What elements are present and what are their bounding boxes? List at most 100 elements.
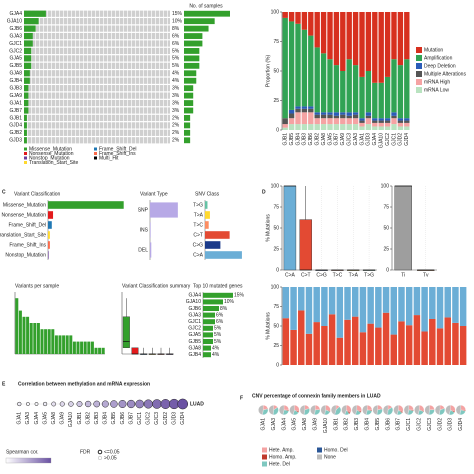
bar-segment: [346, 124, 352, 130]
bar: [203, 305, 219, 312]
legend-label: None: [324, 454, 336, 460]
bar-segment: [397, 122, 404, 127]
panel-label: D: [262, 189, 266, 195]
bar-segment: [404, 126, 410, 130]
bar-segment: [295, 124, 301, 130]
x-tick-label: GJB1: [283, 133, 289, 146]
alteration-cells: [24, 122, 27, 129]
bar-segment: [327, 112, 333, 115]
y-tick-label: 75: [273, 204, 279, 210]
pie-slice: [362, 405, 368, 415]
bar-segment: [344, 287, 351, 320]
gene-label: GJB4: [9, 78, 22, 84]
x-tick-label: GJB4: [103, 412, 109, 425]
bar-segment: [429, 318, 436, 365]
bar: [94, 347, 98, 354]
y-tick-label: 75: [273, 39, 279, 45]
bar-segment: [391, 118, 397, 125]
bar-segment: [327, 12, 333, 60]
bar-segment: [459, 326, 467, 365]
box: [394, 185, 413, 271]
alteration-cells: [24, 25, 36, 32]
bar-segment: [359, 332, 367, 365]
bar-segment: [352, 112, 359, 115]
bar-segment: [308, 108, 314, 113]
bar-segment: [390, 287, 398, 335]
alteration-cells: [24, 18, 39, 25]
x-tick-label: GJD3: [448, 418, 454, 431]
bar-segment: [384, 120, 391, 123]
bar-segment: [429, 287, 436, 319]
category-label: Frame_Shift_Ins: [9, 242, 46, 248]
y-tick-label: 0: [276, 362, 279, 368]
frequency-bar: [184, 62, 200, 69]
percent-label: 2%: [172, 138, 180, 144]
bar-segment: [328, 287, 336, 315]
x-tick-label: GJA9: [60, 412, 66, 425]
correlation-dot: [110, 400, 118, 408]
legend-label: <=0.05: [104, 449, 120, 455]
bar-segment: [378, 120, 384, 123]
legend-label: Nonstop_Mutation: [29, 155, 70, 161]
gene-label: GJB1: [9, 115, 22, 121]
legend-swatch: [262, 461, 267, 467]
gene-label: GJD3: [9, 138, 22, 144]
bar-segment: [404, 118, 410, 121]
bar: [48, 221, 52, 229]
bar-segment: [320, 118, 327, 125]
y-tick-label: 75: [273, 304, 279, 310]
pie-slice: [283, 405, 289, 411]
bar-segment: [372, 12, 378, 83]
y-tick-label: 50: [273, 323, 279, 329]
bar: [76, 341, 80, 354]
bar-segment: [308, 12, 314, 36]
category-label: Frame_Shift_Del: [8, 222, 46, 228]
bar: [205, 251, 242, 259]
bar-segment: [340, 118, 346, 125]
bar-segment: [290, 329, 297, 365]
bar-segment: [282, 118, 288, 125]
frequency-bar: [184, 92, 194, 99]
bar-segment: [327, 124, 333, 130]
x-tick-label: GJC3: [347, 133, 353, 146]
value-label: 6%: [216, 312, 224, 318]
bar-segment: [340, 12, 346, 71]
bar: [205, 201, 208, 209]
bar-segment: [367, 323, 374, 365]
bar-segment: [365, 115, 372, 119]
bar: [150, 242, 152, 258]
correlation-dot: [84, 400, 92, 408]
bar-segment: [375, 327, 382, 365]
bar-segment: [346, 115, 352, 119]
x-tick-label: GJC1: [137, 412, 143, 425]
y-tick-label: 50: [273, 225, 279, 231]
bar-segment: [320, 53, 327, 113]
x-tick-label: GJD4: [180, 412, 186, 425]
bar-segment: [398, 321, 405, 365]
gene-label: GJA3: [9, 33, 22, 39]
frequency-bar: [184, 48, 200, 54]
x-tick-label: GJA3: [25, 412, 31, 425]
bar-segment: [333, 115, 340, 119]
percent-label: 2%: [172, 130, 180, 136]
correlation-dot: [76, 401, 83, 407]
bar: [15, 298, 19, 354]
legend-swatch: [416, 63, 422, 69]
bar-segment: [295, 12, 301, 24]
matrix-row: [24, 70, 170, 77]
pie-slice: [310, 405, 316, 415]
x-tick-label: GJD3: [171, 412, 177, 425]
box: [283, 185, 297, 271]
legend-label: Frame_Shift_Del: [99, 146, 137, 152]
value-label: 4%: [212, 345, 220, 351]
box: [131, 347, 139, 355]
x-tick-label: C>A: [285, 272, 296, 278]
bar-segment: [397, 120, 404, 123]
percent-label: 3%: [172, 108, 180, 114]
percent-label: 4%: [172, 78, 180, 84]
x-tick-label: GJB1: [77, 412, 83, 425]
bar: [48, 201, 124, 209]
bar-segment: [413, 315, 421, 365]
gene-label: GJB5: [9, 63, 22, 69]
matrix-row: [24, 99, 170, 107]
